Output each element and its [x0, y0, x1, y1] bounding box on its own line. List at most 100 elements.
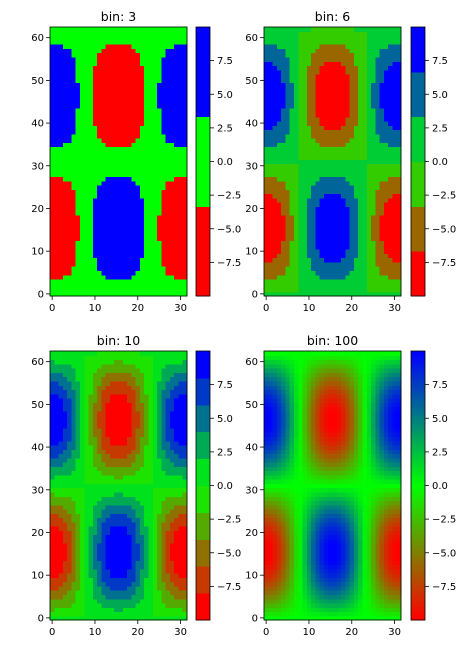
- heatmap-cell: [298, 142, 304, 148]
- heatmap-cell: [182, 78, 188, 84]
- heatmap-cell: [84, 227, 90, 233]
- heatmap-cell: [139, 607, 145, 613]
- heatmap-cell: [371, 142, 376, 148]
- heatmap-cell: [323, 103, 329, 109]
- heatmap-cell: [336, 219, 342, 225]
- heatmap-cell: [298, 116, 304, 122]
- heatmap-cell: [109, 69, 115, 75]
- heatmap-cell: [144, 108, 150, 113]
- colorbar-segment: [411, 116, 425, 162]
- heatmap-cell: [276, 146, 282, 152]
- heatmap-cell: [276, 133, 282, 139]
- heatmap-cell: [109, 133, 115, 139]
- heatmap-cell: [336, 86, 342, 92]
- heatmap-cell: [148, 142, 154, 148]
- heatmap-cell: [118, 538, 124, 544]
- heatmap-cell: [174, 39, 180, 45]
- heatmap-cell: [88, 138, 94, 143]
- heatmap-cell: [58, 180, 64, 186]
- heatmap-cell: [75, 27, 81, 32]
- heatmap-cell: [88, 202, 94, 207]
- heatmap-cell: [131, 129, 137, 135]
- heatmap-cell: [311, 278, 316, 284]
- heatmap-cell: [62, 615, 68, 621]
- heatmap-cell: [71, 133, 77, 139]
- heatmap-cell: [182, 86, 188, 92]
- heatmap-cell: [118, 564, 124, 570]
- heatmap-cell: [88, 61, 94, 67]
- heatmap-cell: [178, 513, 184, 519]
- heatmap-cell: [54, 176, 60, 182]
- heatmap-cell: [276, 125, 282, 131]
- heatmap-cell: [114, 206, 120, 212]
- heatmap-cell: [148, 551, 154, 557]
- heatmap-cell: [54, 163, 60, 169]
- heatmap-cell: [88, 44, 94, 49]
- heatmap-cell: [379, 261, 385, 267]
- heatmap-cell: [323, 159, 329, 165]
- heatmap-cell: [388, 176, 394, 182]
- heatmap-cell: [118, 155, 124, 160]
- heatmap-cell: [161, 249, 167, 254]
- heatmap-cell: [71, 142, 77, 148]
- heatmap-cell: [139, 56, 145, 62]
- heatmap-cell: [371, 52, 376, 58]
- heatmap-cell: [362, 278, 368, 284]
- heatmap-cell: [118, 287, 124, 293]
- heatmap-cell: [165, 180, 171, 186]
- heatmap-cell: [152, 48, 158, 54]
- heatmap-cell: [97, 129, 102, 135]
- heatmap-cell: [75, 283, 81, 289]
- heatmap-cell: [54, 261, 60, 267]
- heatmap-cell: [264, 193, 269, 199]
- heatmap-cell: [144, 611, 150, 617]
- heatmap-cell: [50, 513, 55, 519]
- heatmap-cell: [375, 206, 381, 212]
- heatmap-cell: [54, 240, 60, 246]
- heatmap-cell: [396, 56, 402, 62]
- heatmap-cell: [92, 577, 98, 583]
- heatmap-cell: [84, 120, 90, 126]
- heatmap-cell: [182, 112, 188, 118]
- heatmap-cell: [182, 82, 188, 88]
- heatmap-cell: [345, 244, 351, 250]
- heatmap-cell: [152, 240, 158, 246]
- heatmap-cell: [131, 538, 137, 544]
- heatmap-cell: [101, 197, 107, 203]
- heatmap-cell: [272, 214, 278, 220]
- heatmap-cell: [272, 95, 278, 101]
- heatmap-cell: [319, 193, 325, 199]
- heatmap-cell: [152, 526, 158, 531]
- heatmap-cell: [182, 189, 188, 195]
- heatmap-cell: [58, 163, 64, 169]
- heatmap-cell: [109, 517, 115, 523]
- heatmap-cell: [131, 86, 137, 92]
- heatmap-cell: [362, 112, 368, 118]
- heatmap-cell: [358, 86, 364, 92]
- heatmap-cell: [328, 240, 334, 246]
- heatmap-cell: [375, 257, 381, 263]
- heatmap-cell: [71, 611, 77, 617]
- heatmap-cell: [157, 231, 162, 237]
- heatmap-cell: [289, 184, 295, 190]
- heatmap-cell: [174, 155, 180, 160]
- heatmap-cell: [161, 65, 167, 71]
- heatmap-cell: [122, 91, 128, 96]
- heatmap-cell: [67, 78, 73, 84]
- heatmap-cell: [67, 176, 73, 182]
- heatmap-cell: [371, 278, 376, 284]
- heatmap-cell: [289, 287, 295, 293]
- heatmap-cell: [161, 547, 167, 553]
- heatmap-cell: [182, 274, 188, 280]
- heatmap-cell: [114, 189, 120, 195]
- heatmap-cell: [371, 206, 376, 212]
- heatmap-cell: [67, 35, 73, 41]
- heatmap-cell: [349, 159, 355, 165]
- heatmap-cell: [272, 112, 278, 118]
- heatmap-cell: [302, 240, 308, 246]
- heatmap-cell: [285, 274, 291, 280]
- heatmap-cell: [315, 219, 321, 225]
- heatmap-cell: [114, 163, 120, 169]
- heatmap-cell: [371, 99, 376, 105]
- heatmap-cell: [353, 95, 359, 101]
